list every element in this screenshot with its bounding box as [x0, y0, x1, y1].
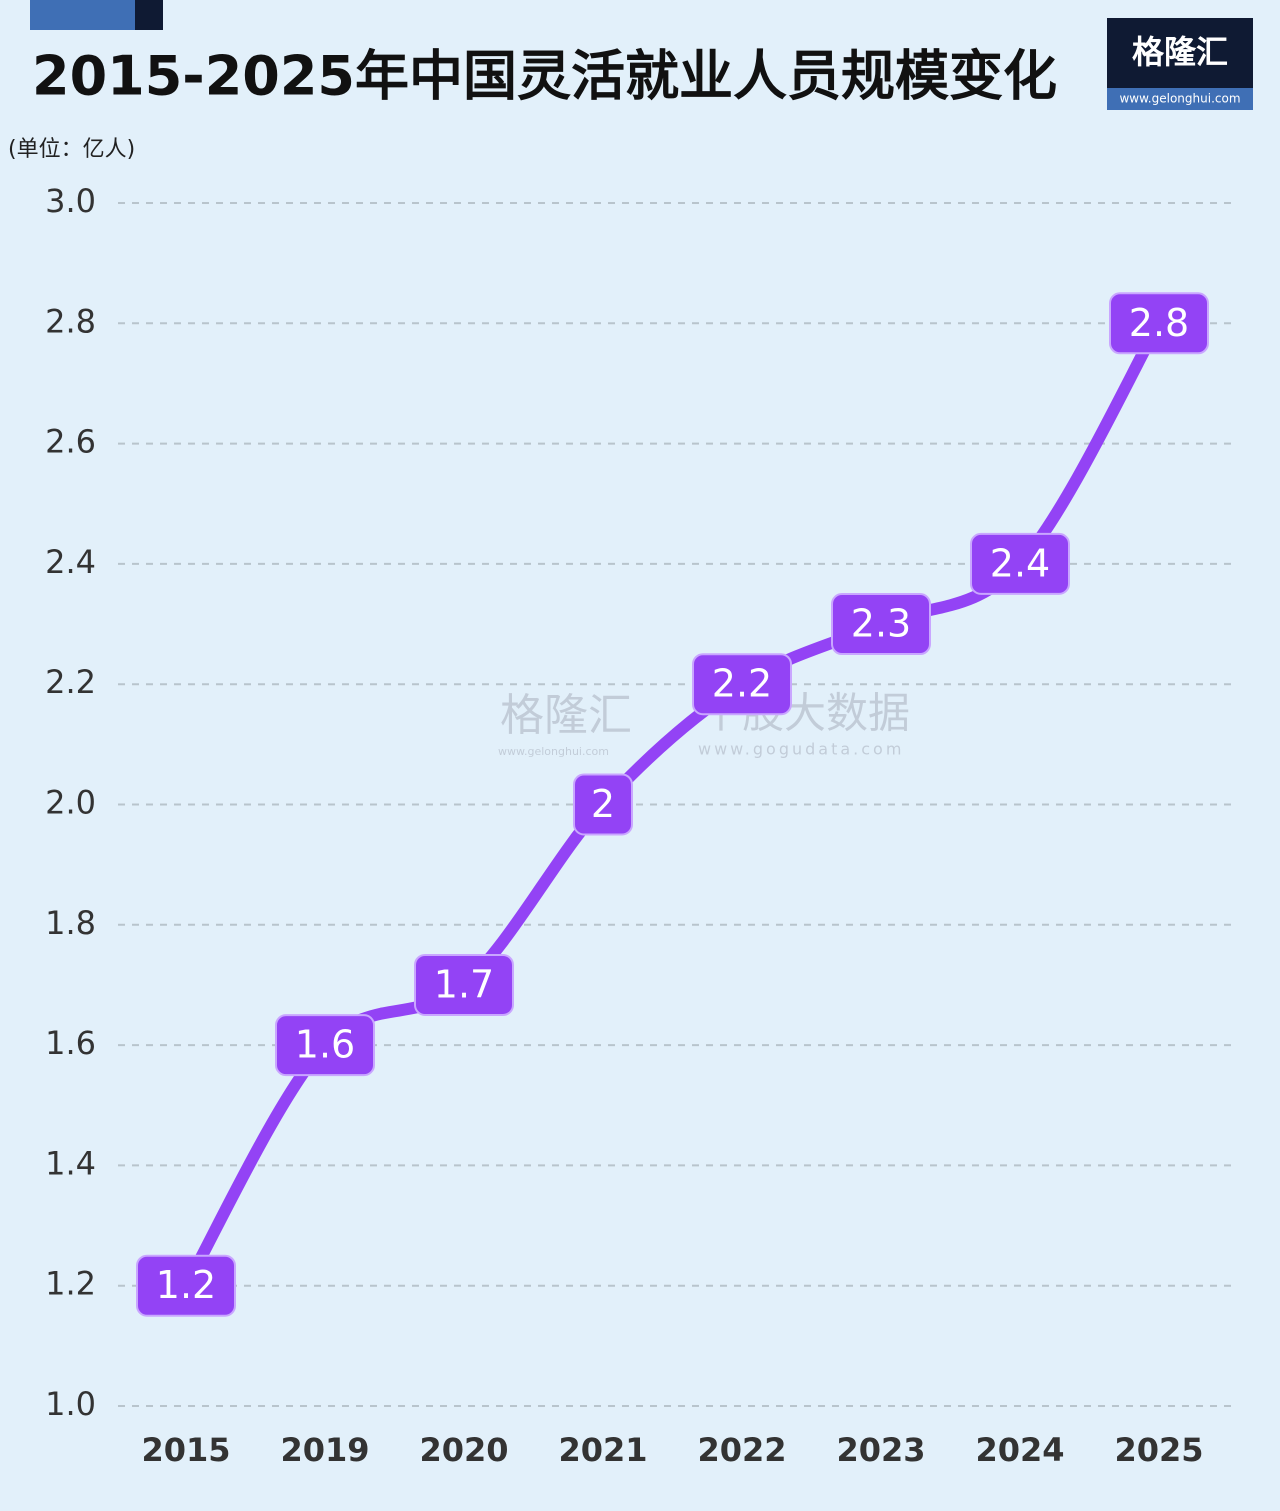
data-label: 1.2 — [156, 1263, 216, 1307]
x-tick-label: 2021 — [558, 1431, 647, 1469]
data-label: 2.3 — [851, 602, 911, 646]
y-tick-label: 2.8 — [45, 302, 96, 340]
logo-url: www.gelonghui.com — [1119, 92, 1240, 106]
point-label-box — [414, 953, 514, 1016]
point-label-box — [573, 773, 633, 836]
y-tick-label: 2.4 — [45, 543, 96, 581]
point-label-box — [1109, 292, 1209, 355]
watermark-name: 格隆汇 — [500, 690, 632, 741]
chart-title: 2015-2025年中国灵活就业人员规模变化 — [32, 45, 1057, 108]
decor-bar — [135, 0, 163, 30]
logo-strip — [1107, 88, 1253, 110]
point-label-box — [136, 1254, 236, 1317]
data-label: 2 — [591, 782, 615, 826]
y-tick-label: 1.2 — [45, 1265, 96, 1303]
point-label-box — [831, 593, 931, 656]
x-tick-label: 2023 — [836, 1431, 925, 1469]
y-tick-label: 1.0 — [45, 1385, 96, 1423]
unit-label: (单位：亿人) — [8, 137, 135, 162]
data-label: 2.8 — [1129, 301, 1189, 345]
x-tick-label: 2019 — [280, 1431, 369, 1469]
y-tick-label: 1.8 — [45, 904, 96, 942]
point-label-box — [692, 653, 792, 716]
x-tick-label: 2015 — [141, 1431, 230, 1469]
y-tick-label: 2.0 — [45, 784, 96, 822]
data-label: 1.7 — [434, 962, 494, 1006]
y-tick-label: 3.0 — [45, 182, 96, 220]
y-tick-label: 1.4 — [45, 1144, 96, 1182]
x-tick-label: 2024 — [975, 1431, 1064, 1469]
x-tick-label: 2022 — [697, 1431, 786, 1469]
data-label: 2.2 — [712, 662, 772, 706]
point-label-box — [275, 1014, 375, 1077]
logo-name: 格隆汇 — [1132, 33, 1228, 71]
y-tick-label: 1.6 — [45, 1024, 96, 1062]
y-tick-label: 2.2 — [45, 663, 96, 701]
x-tick-label: 2020 — [419, 1431, 508, 1469]
data-label: 1.6 — [295, 1023, 355, 1067]
watermark-url: www.gelonghui.com — [498, 745, 609, 758]
decor-bar — [30, 0, 135, 30]
data-label: 2.4 — [990, 541, 1050, 585]
y-tick-label: 2.6 — [45, 423, 96, 461]
x-tick-label: 2025 — [1114, 1431, 1203, 1469]
point-label-box — [970, 532, 1070, 595]
watermark-product-url: www.gogudata.com — [698, 740, 904, 759]
